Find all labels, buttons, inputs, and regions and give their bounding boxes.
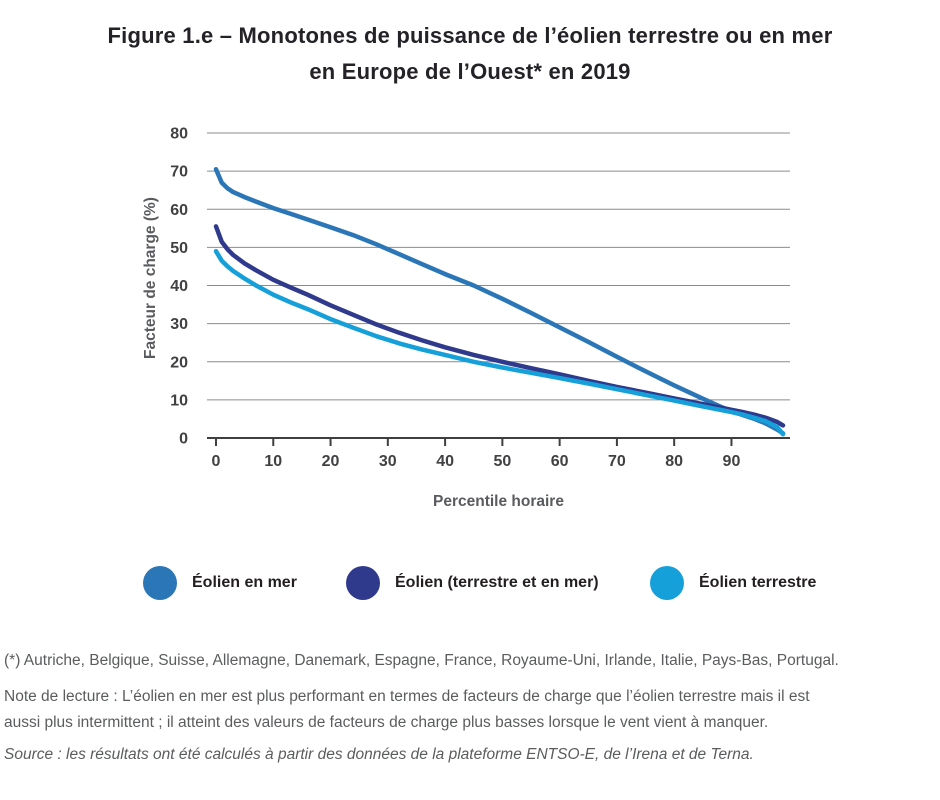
- x-tick-label-70: 70: [608, 453, 626, 470]
- x-axis-title: Percentile horaire: [433, 493, 564, 510]
- y-axis-title: Facteur de charge (%): [142, 197, 159, 359]
- figure-title-line1: Figure 1.e – Monotones de puissance de l…: [107, 23, 833, 48]
- legend-item-eolien-terrestre-et-en-mer: Éolien (terrestre et en mer): [346, 565, 599, 601]
- chart-canvas: 0 10 20 30 40 50 60 70 80 0 10 20 30 40 50 60 70 80 90: [170, 126, 790, 470]
- footnote-note-line2: aussi plus intermittent ; il atteint des…: [4, 714, 769, 731]
- x-tick-label-50: 50: [493, 453, 511, 470]
- x-tick-label-30: 30: [379, 453, 397, 470]
- x-tick-label-10: 10: [264, 453, 282, 470]
- series-line-eolien-terrestre: [213, 248, 786, 437]
- x-tick-label-20: 20: [322, 453, 340, 470]
- x-tick-label-80: 80: [665, 453, 683, 470]
- x-tick-label-0: 0: [212, 453, 221, 470]
- legend-label-eolien-terrestre: Éolien terrestre: [699, 574, 817, 591]
- series-line-eolien-terrestre-et-en-mer: [213, 224, 786, 428]
- y-tick-label-60: 60: [170, 202, 188, 219]
- x-tick-label-60: 60: [551, 453, 569, 470]
- x-tick-label-40: 40: [436, 453, 454, 470]
- legend-label-eolien-terrestre-et-en-mer: Éolien (terrestre et en mer): [395, 574, 599, 591]
- y-tick-label-30: 30: [170, 316, 188, 333]
- y-tick-label-80: 80: [170, 126, 188, 143]
- footnote-countries: (*) Autriche, Belgique, Suisse, Allemagn…: [4, 652, 839, 669]
- y-tick-label-20: 20: [170, 354, 188, 371]
- figure-title: Figure 1.e – Monotones de puissance de l…: [0, 18, 940, 89]
- y-tick-label-70: 70: [170, 164, 188, 181]
- legend-swatch-eolien-terrestre: [650, 566, 684, 600]
- footnote-note-line1: Note de lecture : L’éolien en mer est pl…: [4, 688, 810, 705]
- y-tick-label-0: 0: [179, 431, 188, 448]
- x-tick-label-90: 90: [723, 453, 741, 470]
- legend-item-eolien-terrestre: Éolien terrestre: [650, 565, 816, 601]
- legend-label-eolien-en-mer: Éolien en mer: [192, 574, 297, 591]
- legend-swatch-eolien-en-mer: [143, 566, 177, 600]
- footnote-source: Source : les résultats ont été calculés …: [4, 746, 754, 763]
- y-tick-label-10: 10: [170, 392, 188, 409]
- legend-swatch-eolien-terrestre-et-en-mer: [346, 566, 380, 600]
- legend-item-eolien-en-mer: Éolien en mer: [143, 565, 297, 601]
- figure-title-line2: en Europe de l’Ouest* en 2019: [309, 58, 631, 84]
- y-tick-label-40: 40: [170, 278, 188, 295]
- y-tick-label-50: 50: [170, 240, 188, 257]
